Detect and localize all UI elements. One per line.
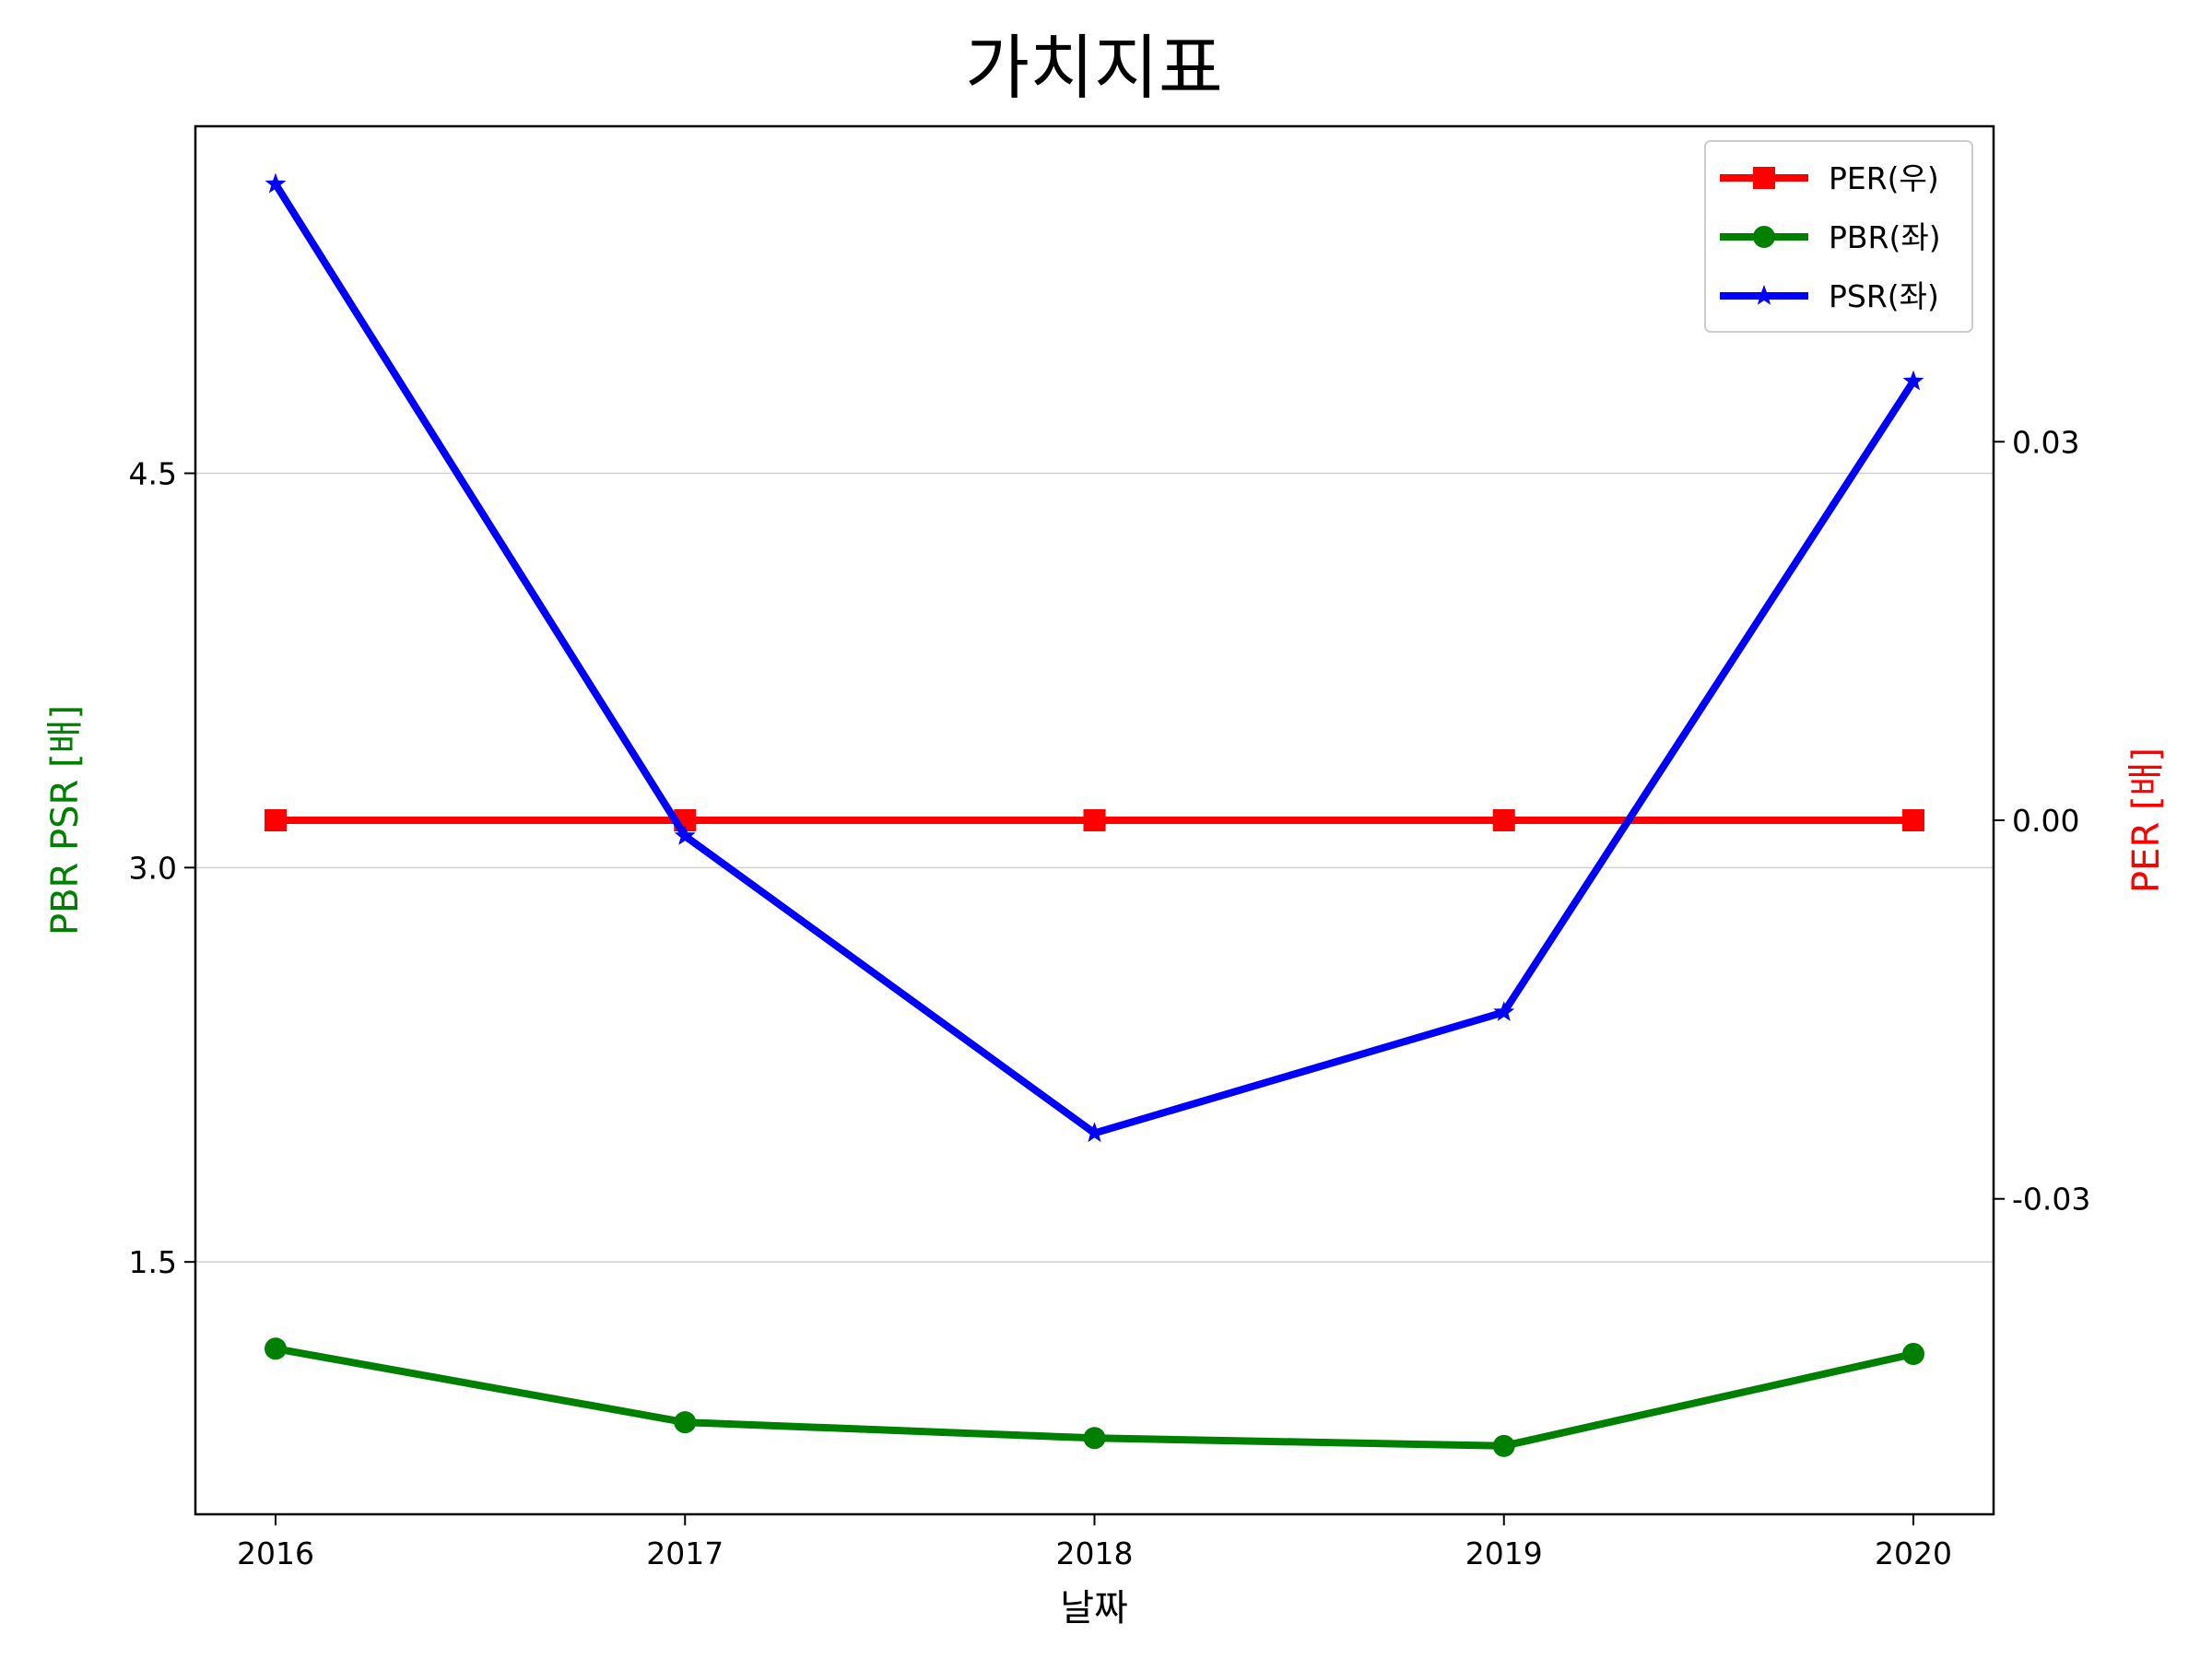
right-y-tick-label: 0.00 bbox=[2012, 803, 2079, 839]
data-point bbox=[1084, 1122, 1105, 1143]
right-y-tick-label: 0.03 bbox=[2012, 424, 2079, 460]
data-point bbox=[265, 172, 287, 194]
data-point bbox=[1493, 1001, 1515, 1021]
data-point bbox=[1902, 370, 1924, 391]
legend-item: PER(우) bbox=[1720, 160, 1939, 196]
data-point bbox=[674, 1411, 697, 1434]
left-y-tick-label: 3.0 bbox=[129, 850, 177, 886]
legend-marker-swatch bbox=[1753, 226, 1775, 248]
left-y-axis-label: PBR PSR [배] bbox=[44, 705, 87, 935]
left-y-tick-label: 4.5 bbox=[129, 456, 177, 492]
x-tick-label: 2016 bbox=[237, 1535, 314, 1571]
x-axis-ticks: 2016 2017 2018 2019 2020 bbox=[237, 1514, 1952, 1571]
x-tick-label: 2017 bbox=[646, 1535, 724, 1571]
legend-marker-swatch bbox=[1753, 285, 1775, 305]
x-tick-label: 2020 bbox=[1875, 1535, 1952, 1571]
legend-marker-swatch bbox=[1753, 167, 1775, 189]
legend-item: PBR(좌) bbox=[1720, 219, 1941, 255]
left-y-tick-label: 1.5 bbox=[129, 1244, 177, 1280]
legend-label: PSR(좌) bbox=[1829, 278, 1939, 314]
series-line bbox=[272, 182, 1917, 1137]
right-y-axis-label: PER [배] bbox=[2125, 747, 2168, 893]
x-axis-label: 날짜 bbox=[1060, 1587, 1128, 1630]
data-point bbox=[674, 825, 696, 845]
x-tick-label: 2019 bbox=[1465, 1535, 1543, 1571]
data-point bbox=[265, 1337, 287, 1360]
right-y-axis-ticks: -0.03 0.00 0.03 bbox=[1994, 424, 2090, 1218]
x-tick-label: 2018 bbox=[1056, 1535, 1134, 1571]
legend-label: PBR(좌) bbox=[1829, 219, 1941, 255]
series-PER(우) bbox=[265, 809, 1924, 831]
legend: PER(우) PBR(좌) PSR(좌) bbox=[1704, 140, 1973, 333]
series-layer bbox=[265, 172, 1924, 1457]
series-PSR(좌) bbox=[265, 172, 1924, 1143]
right-y-tick-label: -0.03 bbox=[2012, 1182, 2090, 1218]
grid-lines bbox=[195, 472, 1994, 1263]
data-point bbox=[1083, 809, 1106, 831]
legend-item: PSR(좌) bbox=[1720, 278, 1939, 314]
data-point bbox=[1083, 1427, 1106, 1450]
data-point bbox=[1902, 809, 1924, 831]
chart-title: 가치지표 bbox=[965, 27, 1223, 109]
left-y-axis-ticks: 1.5 3.0 4.5 bbox=[129, 456, 195, 1280]
data-point bbox=[265, 809, 287, 831]
legend-label: PER(우) bbox=[1829, 160, 1939, 196]
data-point bbox=[1902, 1343, 1924, 1366]
data-point bbox=[1492, 809, 1515, 831]
data-point bbox=[1492, 1434, 1515, 1457]
series-PBR(좌) bbox=[265, 1337, 1924, 1457]
